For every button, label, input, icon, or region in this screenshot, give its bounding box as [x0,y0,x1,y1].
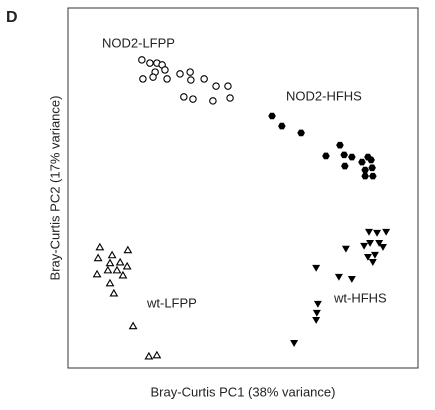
point [105,258,115,267]
point [369,172,377,180]
point [312,317,321,324]
point [360,242,369,250]
point [336,141,344,149]
group-label: NOD2-HFHS [286,88,362,103]
panel-label: D [6,9,18,26]
point [118,270,128,279]
point [122,261,132,270]
point [290,340,299,347]
point [341,245,350,253]
point [224,82,232,90]
point [128,321,138,330]
point [189,95,197,103]
point [312,264,321,272]
point [149,73,157,81]
group-label: wt-LFPP [146,295,197,310]
point [103,265,113,274]
point [365,228,373,236]
point [312,309,321,317]
point [95,242,105,251]
point [226,94,234,102]
point [105,278,115,287]
point [209,97,217,105]
point [212,82,220,90]
point [107,250,117,259]
point [368,259,377,266]
point [186,68,194,76]
point [200,75,208,83]
x-axis-label: Bray-Curtis PC1 (38% variance) [151,384,336,399]
point [361,172,369,180]
y-axis-label: Bray-Curtis PC2 (17% variance) [47,96,62,281]
point [322,152,330,160]
group-label: wt-HFHS [333,290,387,305]
point [373,229,382,237]
plot-frame [67,7,419,369]
point [348,153,356,161]
point [297,129,305,137]
point [123,245,133,254]
point [109,288,119,297]
point [347,275,356,283]
point [139,75,147,83]
point [340,151,348,159]
point [268,112,276,120]
point [144,351,154,360]
group-label: NOD2-LFPP [102,35,175,50]
point [363,254,372,261]
point [334,273,343,281]
point [368,164,376,172]
point [382,228,391,236]
point [180,93,188,101]
point [93,253,103,262]
point [366,239,375,247]
point [115,257,125,266]
point [138,56,146,64]
point [152,350,162,359]
point [341,162,349,170]
point [176,70,184,78]
point [161,66,169,74]
point [367,156,375,164]
point [379,243,387,251]
point [187,76,195,84]
point [370,251,379,259]
point [92,269,102,278]
point [146,59,154,67]
point [163,75,171,83]
point [358,158,366,166]
point [112,265,122,274]
point [375,239,384,247]
point [361,166,369,174]
point [278,122,286,130]
point [313,300,322,308]
